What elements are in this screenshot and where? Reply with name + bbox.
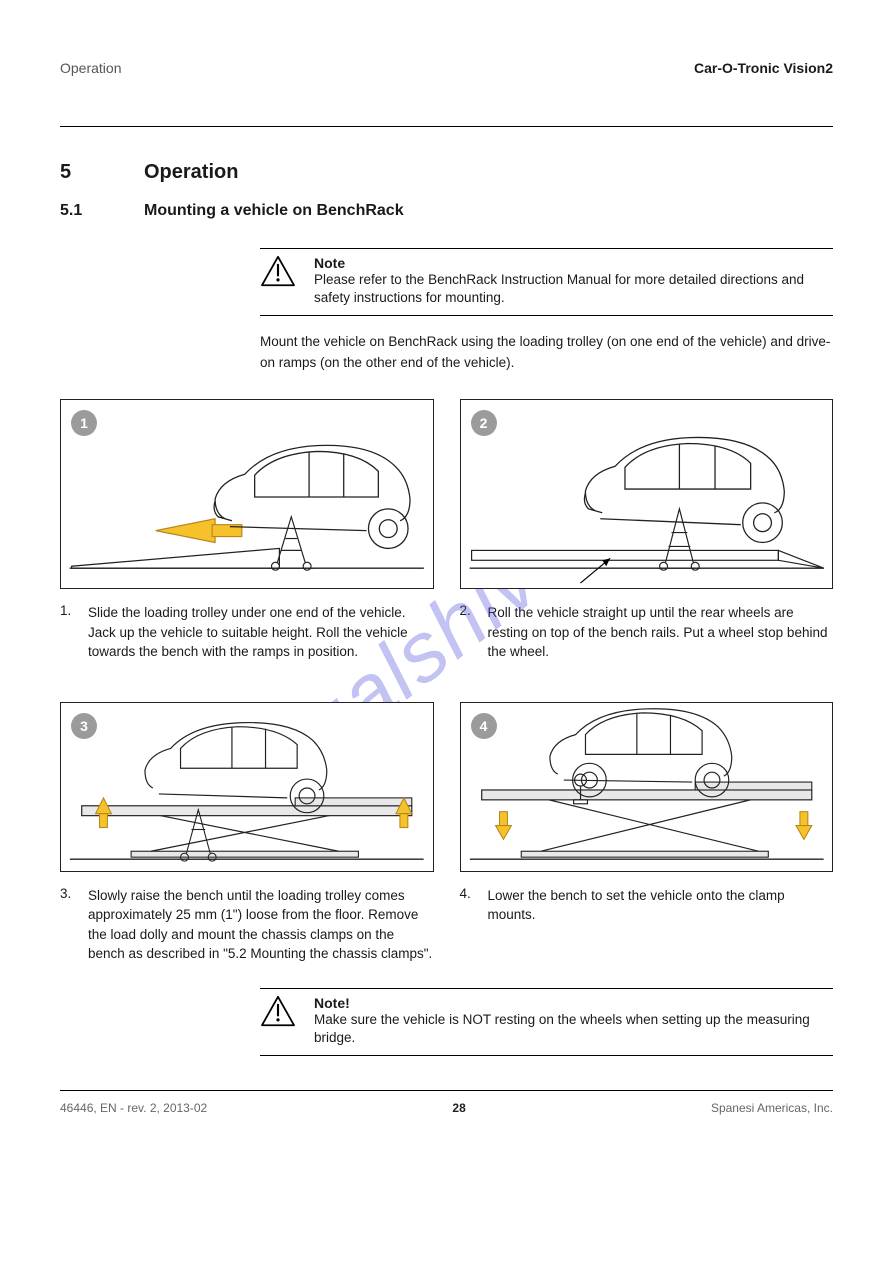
section-title: Operation [144, 161, 238, 184]
step-1-text: Slide the loading trolley under one end … [88, 603, 434, 662]
step-2: 2. Roll the vehicle straight up until th… [460, 603, 834, 662]
arrow-left-icon [156, 519, 242, 543]
section-number: 5 [60, 161, 120, 184]
step-1-num: 1. [60, 603, 78, 662]
subsection-number: 5.1 [60, 202, 120, 220]
step-2-text: Roll the vehicle straight up until the r… [488, 603, 834, 662]
note-title: Note! [314, 995, 833, 1011]
note-title: Note [314, 255, 833, 271]
header-right: Car-O-Tronic Vision2 [694, 60, 833, 76]
warning-icon [260, 255, 296, 287]
footer-left: 46446, EN - rev. 2, 2013-02 [60, 1101, 207, 1115]
step-4: 4. Lower the bench to set the vehicle on… [460, 886, 834, 964]
note-body: Make sure the vehicle is NOT resting on … [314, 1011, 833, 1047]
figure-3-svg [61, 703, 433, 871]
section-heading: 5 Operation [60, 161, 833, 184]
header-left: Operation [60, 60, 121, 76]
note-rule [260, 315, 833, 316]
subsection-heading: 5.1 Mounting a vehicle on BenchRack [60, 202, 833, 220]
intro-paragraph: Mount the vehicle on BenchRack using the… [260, 332, 833, 373]
note-text: Note Please refer to the BenchRack Instr… [314, 255, 833, 307]
figure-4: 4 [460, 702, 834, 872]
figure-2: 2 [460, 399, 834, 589]
arrow-up-icon [96, 797, 112, 827]
figure-row-1: 1 [60, 399, 833, 589]
arrow-down-icon [795, 811, 811, 839]
page-footer: 46446, EN - rev. 2, 2013-02 28 Spanesi A… [60, 1101, 833, 1115]
page-root: manualshive.com Operation Car-O-Tronic V… [0, 0, 893, 1263]
step-3-num: 3. [60, 886, 78, 964]
step-4-text: Lower the bench to set the vehicle onto … [488, 886, 834, 964]
arrow-down-icon [495, 811, 511, 839]
step-row-2: 3. Slowly raise the bench until the load… [60, 886, 833, 964]
step-4-num: 4. [460, 886, 478, 964]
figure-2-svg [461, 400, 833, 588]
note-block-1: Note Please refer to the BenchRack Instr… [260, 248, 833, 316]
subsection-title: Mounting a vehicle on BenchRack [144, 202, 404, 220]
footer-rule [60, 1090, 833, 1091]
step-2-num: 2. [460, 603, 478, 662]
figure-1-svg [61, 400, 433, 588]
page-header: Operation Car-O-Tronic Vision2 [60, 60, 833, 92]
header-rule [60, 126, 833, 127]
note-body: Please refer to the BenchRack Instructio… [314, 271, 833, 307]
note-rule [260, 1055, 833, 1056]
figure-row-2: 3 [60, 702, 833, 872]
step-1: 1. Slide the loading trolley under one e… [60, 603, 434, 662]
step-row-1: 1. Slide the loading trolley under one e… [60, 603, 833, 662]
figure-1: 1 [60, 399, 434, 589]
figure-4-svg [461, 703, 833, 871]
warning-icon [260, 995, 296, 1027]
step-3-text: Slowly raise the bench until the loading… [88, 886, 434, 964]
footer-right: Spanesi Americas, Inc. [711, 1101, 833, 1115]
note-block-2: Note! Make sure the vehicle is NOT resti… [260, 988, 833, 1056]
figure-3: 3 [60, 702, 434, 872]
footer-page-number: 28 [452, 1101, 465, 1115]
step-3: 3. Slowly raise the bench until the load… [60, 886, 434, 964]
note-text: Note! Make sure the vehicle is NOT resti… [314, 995, 833, 1047]
